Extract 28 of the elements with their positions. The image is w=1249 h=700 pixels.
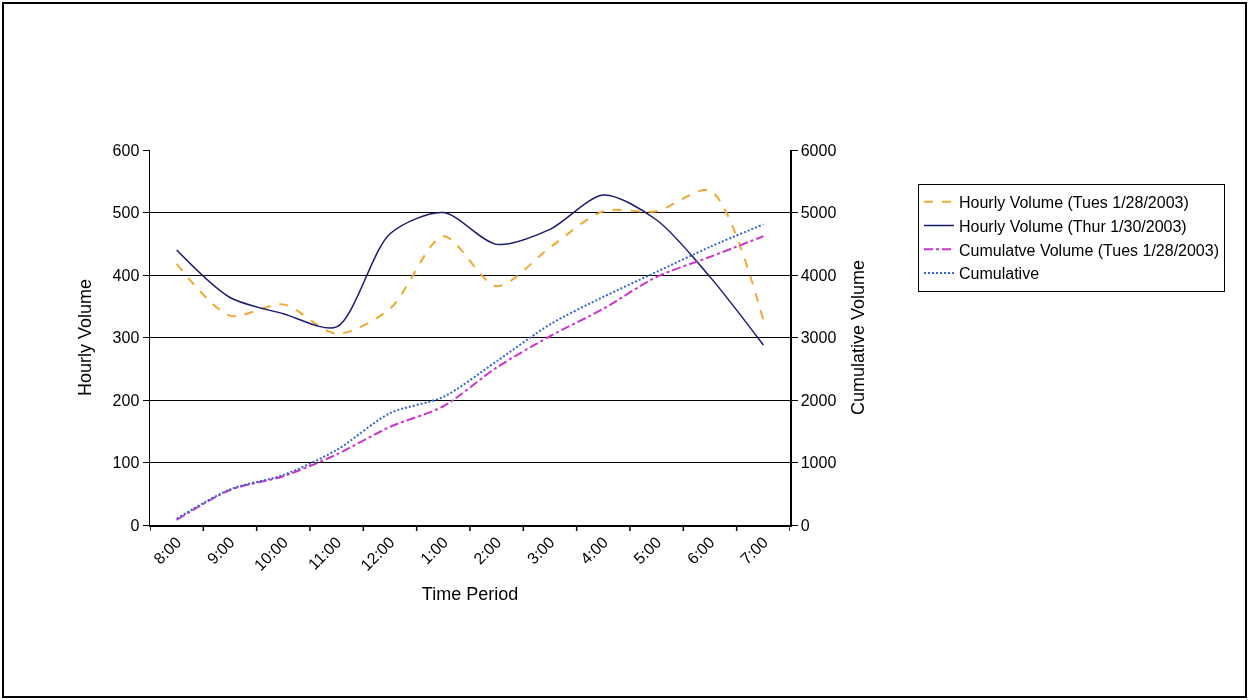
legend-label: Cumulative (959, 265, 1040, 283)
y2-tick-label: 0 (800, 516, 810, 534)
legend-label: Hourly Volume (Thur 1/30/2003) (959, 217, 1187, 235)
y2-tick-label: 5000 (800, 204, 837, 222)
y2-axis-title: Cumulative Volume (848, 259, 869, 416)
legend-label: Cumulatve Volume (Tues 1/28/2003) (959, 241, 1219, 259)
x-tick-label: 9:00 (203, 533, 238, 568)
y-tick-label: 500 (112, 204, 140, 222)
x-tick-label: 5:00 (630, 533, 665, 568)
x-tick-label: 4:00 (577, 533, 612, 568)
x-tick-label: 6:00 (683, 533, 718, 568)
y-axis-title: Hourly Volume (75, 278, 96, 397)
y2-tick-label: 1000 (800, 454, 837, 472)
y-tick-label: 200 (112, 391, 140, 409)
x-tick-label: 8:00 (150, 533, 185, 568)
y2-tick-label: 6000 (800, 141, 837, 159)
y2-tick-label: 4000 (800, 266, 837, 284)
y-tick-label: 300 (112, 329, 140, 347)
y-tick-label: 100 (112, 454, 140, 472)
y-tick-label: 400 (112, 266, 140, 284)
legend-label: Hourly Volume (Tues 1/28/2003) (959, 193, 1189, 211)
y2-tick-label: 2000 (800, 391, 837, 409)
x-tick-label: 3:00 (523, 533, 558, 568)
y2-tick-label: 3000 (800, 329, 837, 347)
y-tick-label: 0 (130, 516, 140, 534)
x-tick-label: 7:00 (737, 533, 772, 568)
y-tick-label: 600 (112, 141, 140, 159)
x-axis-title: Time Period (421, 583, 519, 604)
